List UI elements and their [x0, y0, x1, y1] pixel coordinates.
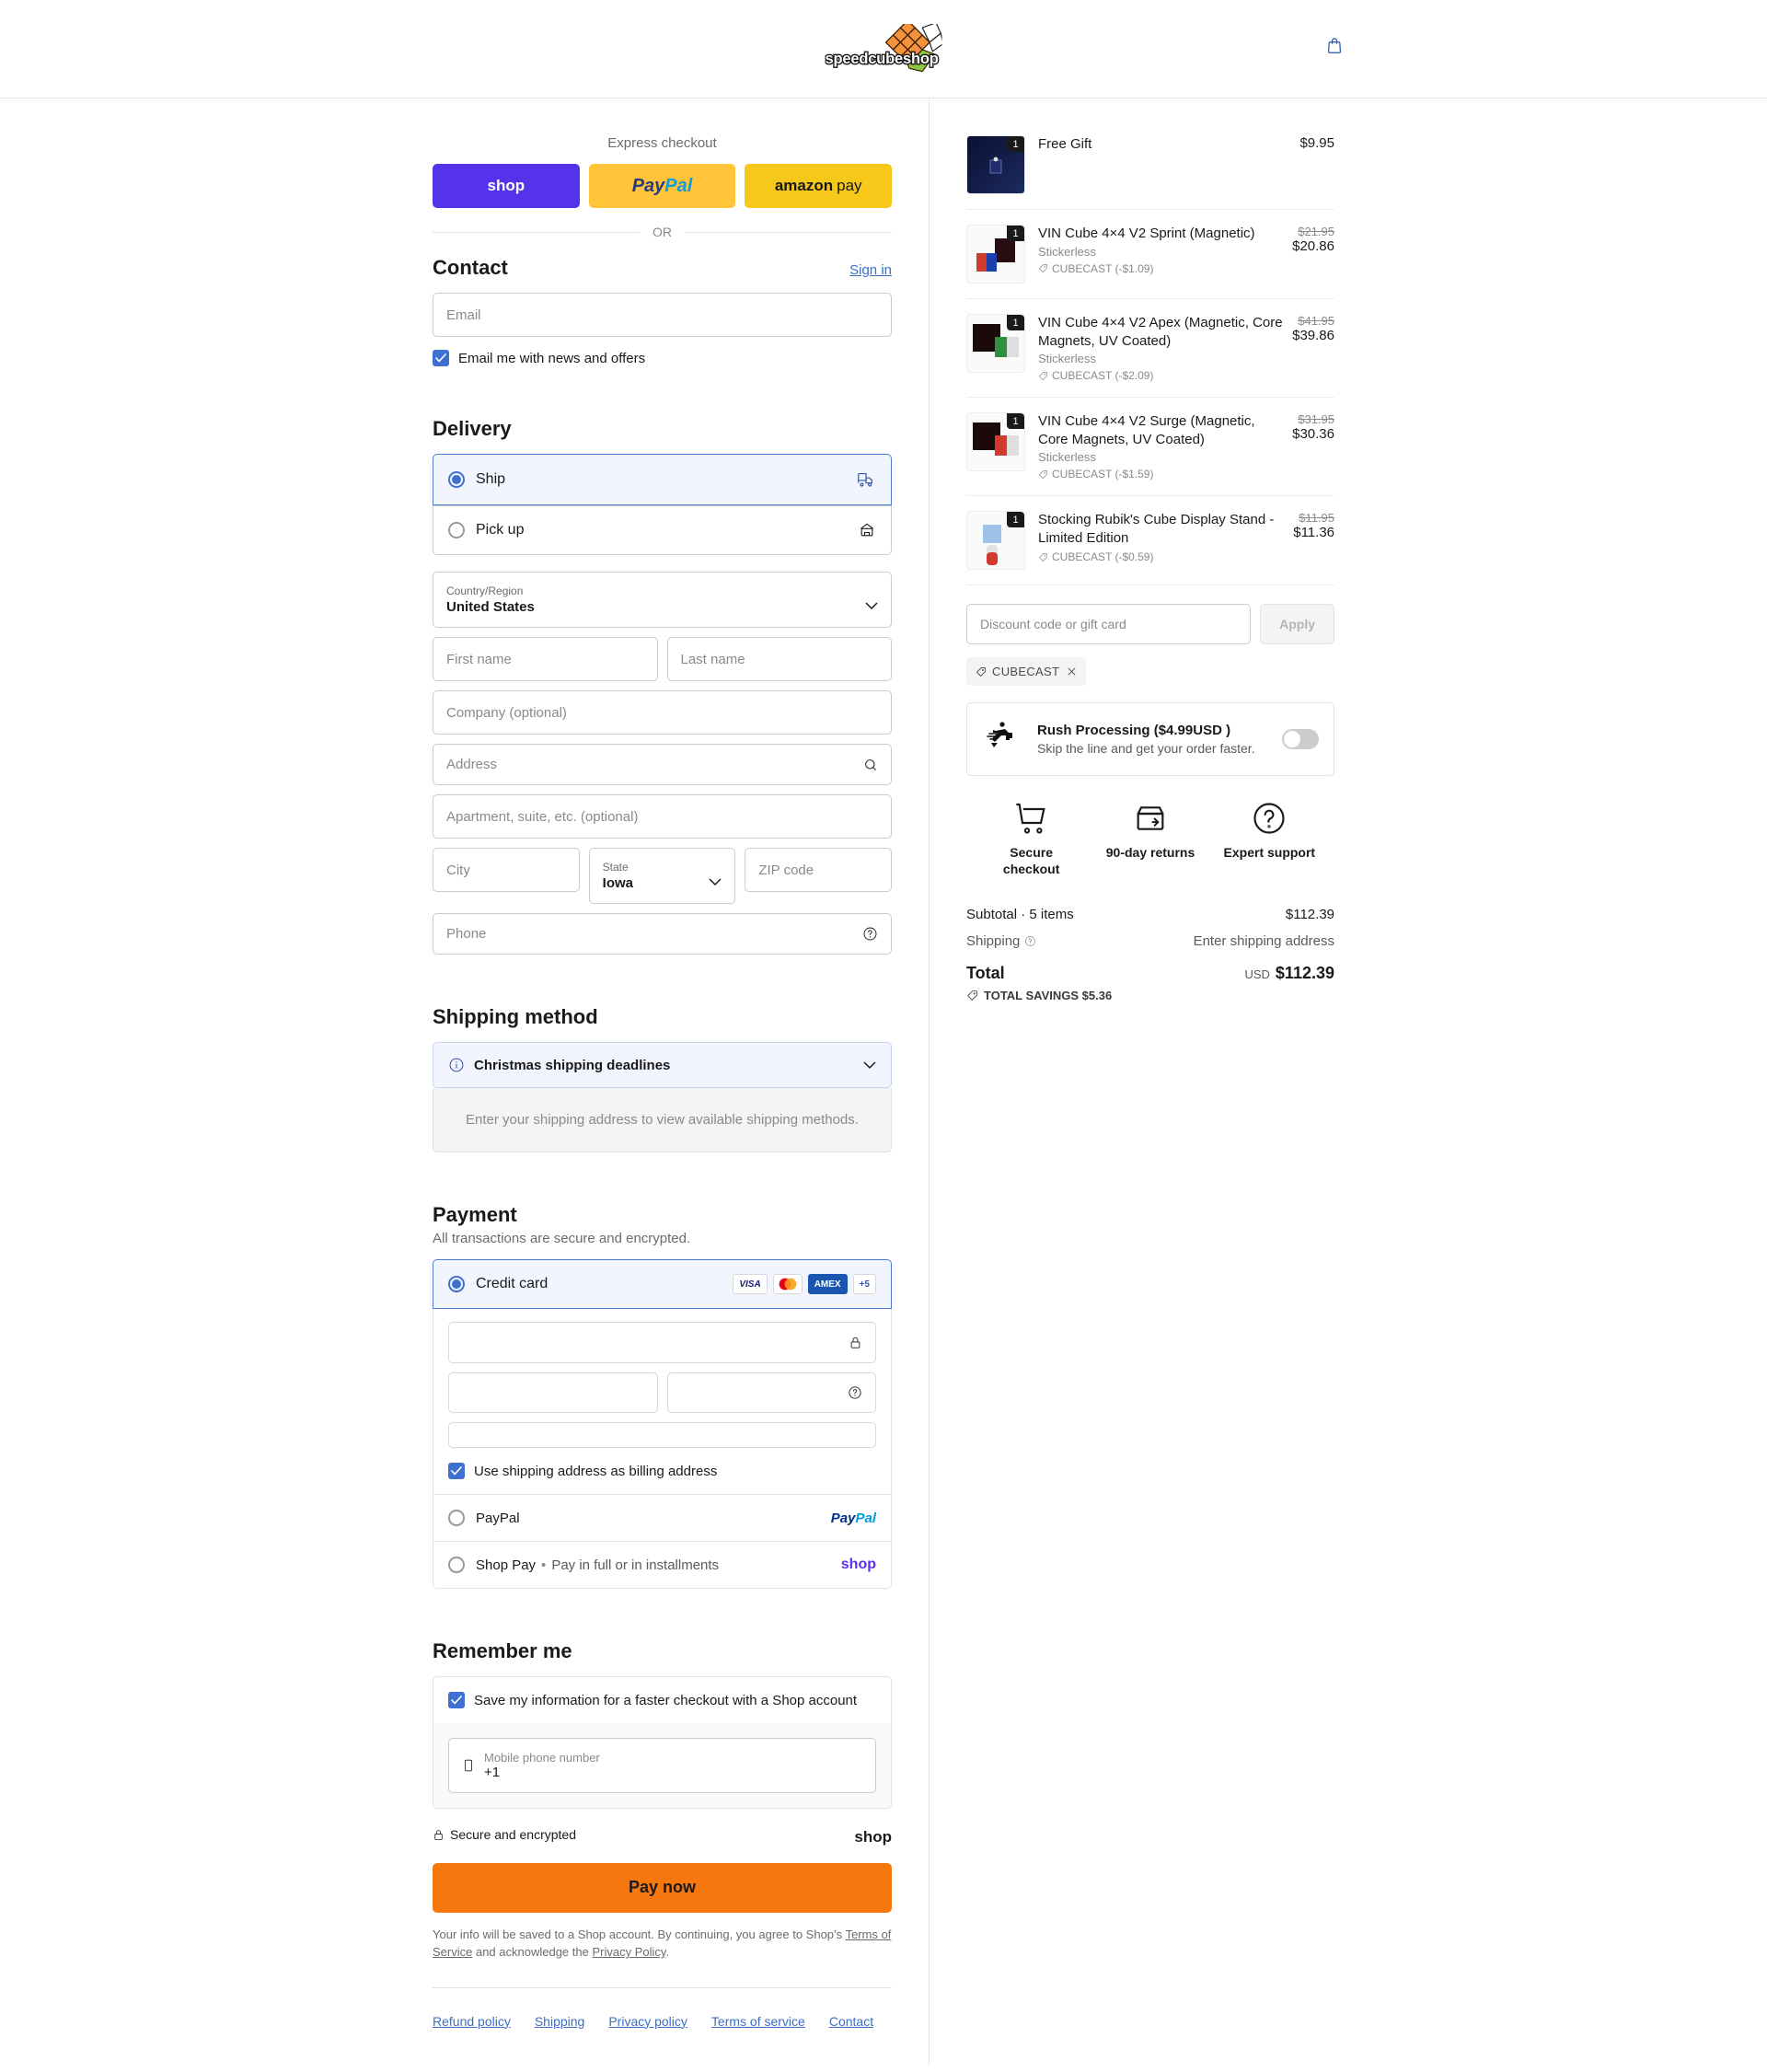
svg-text:speedcubeshop: speedcubeshop	[826, 51, 939, 67]
